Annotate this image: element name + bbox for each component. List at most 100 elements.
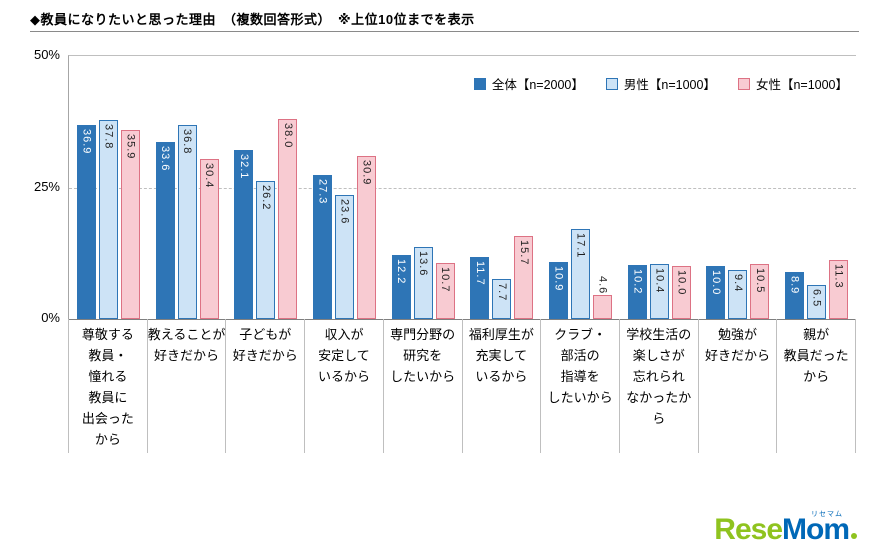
legend-label: 全体【n=2000】 [491, 78, 584, 92]
bar-value-label: 13.6 [417, 251, 430, 277]
logo-text-rese: Rese [714, 513, 783, 546]
bar-value-label: 10.0 [709, 270, 722, 296]
legend-swatch [737, 77, 750, 90]
logo-dot-icon [851, 533, 857, 539]
bar-value-label: 17.1 [574, 233, 587, 259]
bar-value-label: 10.4 [653, 268, 666, 294]
resemom-logo: リセマム ReseMom [714, 511, 857, 546]
bar-series2-cat1: 37.8 [98, 120, 118, 319]
title-divider [30, 31, 859, 32]
bar-series3-cat4: 30.9 [356, 156, 376, 319]
legend-label: 女性【n=1000】 [755, 78, 848, 92]
bar-value-label: 33.6 [159, 146, 172, 172]
category-label: 尊敬する 教員・ 憧れる 教員に 出会った から [69, 319, 148, 453]
legend: 全体【n=2000】 男性【n=1000】 女性【n=1000】 [473, 74, 848, 93]
bar-series3-cat1: 35.9 [120, 130, 140, 319]
category-label: 教えることが 好きだから [148, 319, 227, 453]
bar-value-label: 37.8 [102, 124, 115, 150]
category-label: 福利厚生が 充実して いるから [463, 319, 542, 453]
bar-series2-cat8: 10.4 [649, 264, 669, 319]
bar-value-label: 30.9 [360, 160, 373, 186]
bar-series1-cat2: 33.6 [155, 142, 175, 319]
bar-value-label: 10.0 [675, 270, 688, 296]
bar-series1-cat10: 8.9 [785, 272, 805, 319]
bar-series3-cat6: 15.7 [514, 236, 534, 319]
bar-group: 8.9 6.5 11.3 [777, 56, 856, 319]
category-label: 専門分野の 研究を したいから [384, 319, 463, 453]
bar-series3-cat2: 30.4 [199, 159, 219, 319]
bar-groups: 36.9 37.8 35.9 33.6 36.8 30.4 32.1 26.2 38.0 27.3… [69, 56, 856, 319]
bar-series1-cat1: 36.9 [76, 124, 96, 319]
bar-series2-cat7: 17.1 [571, 229, 591, 319]
bar-series1-cat7: 10.9 [549, 261, 569, 319]
gridline-25pct [69, 187, 856, 189]
bar-group: 27.3 23.6 30.9 [305, 56, 384, 319]
bar-series2-cat6: 7.7 [492, 278, 512, 319]
bar-value-label: 4.6 [596, 275, 609, 294]
bar-value-label: 11.7 [473, 261, 486, 287]
logo-text-mom: Mom [782, 513, 850, 546]
y-axis-tick-0: 0% [41, 310, 60, 325]
category-label: 勉強が 好きだから [699, 319, 778, 453]
legend-label: 男性【n=1000】 [623, 78, 716, 92]
bar-series2-cat5: 13.6 [413, 247, 433, 319]
bar-series3-cat10: 11.3 [829, 259, 849, 319]
category-label: 親が 教員だった から [777, 319, 857, 453]
category-label: 収入が 安定して いるから [305, 319, 384, 453]
bar-value-label: 36.9 [80, 128, 93, 155]
bar-value-label: 6.5 [810, 288, 823, 308]
bar-series1-cat8: 10.2 [627, 265, 647, 319]
bar-value-label: 10.2 [631, 269, 644, 295]
bar-value-label: 10.7 [439, 266, 452, 293]
bar-value-label: 9.4 [731, 273, 744, 292]
plot-area: 36.9 37.8 35.9 33.6 36.8 30.4 32.1 26.2 38.0 27.3… [68, 55, 856, 320]
bar-value-label: 38.0 [281, 123, 294, 149]
bar-group: 12.2 13.6 10.7 [384, 56, 463, 319]
bar-series2-cat4: 23.6 [334, 194, 354, 319]
bar-value-label: 7.7 [495, 282, 508, 301]
bar-value-label: 11.3 [832, 263, 845, 289]
bar-value-label: 8.9 [788, 276, 801, 295]
bar-group: 10.0 9.4 10.5 [699, 56, 778, 319]
legend-item-male: 男性【n=1000】 [605, 74, 716, 93]
bar-series2-cat10: 6.5 [807, 284, 827, 319]
chart-title: ◆教員になりたいと思った理由 （複数回答形式） ※上位10位までを表示 [30, 12, 475, 27]
bar-series1-cat4: 27.3 [312, 175, 332, 319]
y-axis-tick-50: 50% [33, 47, 60, 62]
bar-group: 33.6 36.8 30.4 [148, 56, 227, 319]
bar-series3-cat5: 10.7 [435, 262, 455, 319]
bar-value-label: 10.5 [753, 267, 766, 294]
bar-value-label: 26.2 [259, 185, 272, 211]
bar-series3-cat3: 38.0 [278, 119, 298, 319]
bar-value-label: 23.6 [338, 198, 351, 225]
bar-group: 10.2 10.4 10.0 [620, 56, 699, 319]
bar-group: 32.1 26.2 38.0 [226, 56, 305, 319]
bar-series1-cat6: 11.7 [470, 257, 490, 319]
category-label: クラブ・ 部活の 指導を したいから [541, 319, 620, 453]
bar-series1-cat9: 10.0 [706, 266, 726, 319]
bar-series2-cat2: 36.8 [177, 125, 197, 319]
bar-value-label: 27.3 [316, 179, 329, 205]
bar-value-label: 35.9 [124, 134, 137, 160]
legend-item-total: 全体【n=2000】 [473, 74, 584, 93]
bar-group: 10.9 17.1 4.6 [541, 56, 620, 319]
bar-series3-cat7: 4.6 [593, 276, 613, 319]
category-axis: 尊敬する 教員・ 憧れる 教員に 出会った から 教えることが 好きだから 子どもが 好きだから収… [68, 319, 857, 453]
bar-series1-cat5: 12.2 [391, 254, 411, 319]
y-axis-tick-25: 25% [33, 179, 60, 194]
legend-item-female: 女性【n=1000】 [737, 74, 848, 93]
bar-value-label: 30.4 [203, 163, 216, 189]
logo-katakana-label: リセマム [811, 511, 843, 518]
category-label: 子どもが 好きだから [226, 319, 306, 453]
bar-series2-cat3: 26.2 [256, 181, 276, 319]
bar-series3-cat9: 10.5 [750, 263, 770, 319]
category-label: 学校生活の 楽しさが 忘れられ なかったから [620, 319, 699, 453]
bar-value-label: 32.1 [237, 154, 250, 180]
legend-swatch [605, 77, 618, 90]
bar-series2-cat9: 9.4 [728, 269, 748, 319]
legend-swatch [473, 77, 486, 90]
bar-series3-cat8: 10.0 [671, 266, 691, 319]
bar-value-label: 15.7 [517, 240, 530, 266]
bar-value-label: 36.8 [181, 129, 194, 155]
